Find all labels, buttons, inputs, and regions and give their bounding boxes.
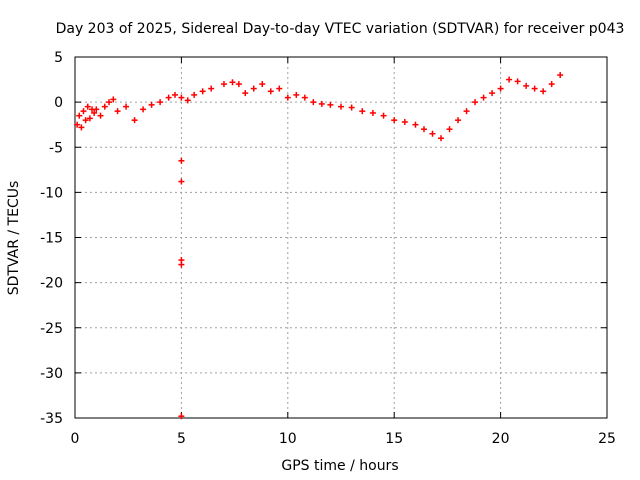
x-tick-label: 5 — [177, 431, 186, 447]
data-point — [178, 178, 185, 185]
data-point — [165, 94, 172, 101]
data-point — [429, 130, 436, 137]
data-point — [140, 106, 147, 113]
data-point — [472, 99, 479, 106]
x-tick-label: 0 — [71, 431, 80, 447]
x-tick-label: 25 — [598, 431, 616, 447]
data-point — [463, 108, 470, 115]
data-point — [348, 104, 355, 111]
data-point — [401, 118, 408, 125]
chart-title: Day 203 of 2025, Sidereal Day-to-day VTE… — [56, 21, 625, 37]
data-point — [184, 97, 191, 104]
data-point — [438, 135, 445, 142]
y-axis-label: SDTVAR / TECUs — [6, 181, 22, 296]
data-point — [110, 96, 117, 103]
data-series-sdtvar — [74, 72, 564, 420]
data-point — [250, 85, 257, 92]
data-point — [76, 112, 83, 119]
data-point — [267, 88, 274, 95]
data-point — [199, 88, 206, 95]
y-tick-label: 0 — [54, 95, 63, 111]
data-point — [131, 117, 138, 124]
data-point — [293, 91, 300, 98]
data-point — [318, 100, 325, 107]
y-axis-ticks: 5 0 -5 -10 -15 -20 -25 -30 -35 — [40, 50, 607, 427]
y-tick-label: -30 — [40, 366, 63, 382]
data-point — [178, 157, 185, 164]
y-tick-label: -25 — [40, 321, 63, 337]
data-point — [178, 261, 185, 268]
y-tick-label: -15 — [40, 231, 63, 247]
grid-lines — [75, 57, 607, 418]
data-point — [101, 103, 108, 110]
data-point — [123, 103, 130, 110]
data-point — [497, 85, 504, 92]
data-point — [97, 112, 104, 119]
data-point — [178, 94, 185, 101]
data-point — [229, 79, 236, 86]
y-tick-label: -10 — [40, 185, 63, 201]
data-point — [157, 99, 164, 106]
data-point — [359, 108, 366, 115]
x-tick-label: 10 — [279, 431, 297, 447]
x-axis-ticks: 0 5 10 15 20 25 — [71, 57, 616, 447]
data-point — [74, 121, 81, 128]
x-axis-label: GPS time / hours — [281, 458, 398, 474]
data-point — [220, 81, 227, 88]
data-point — [446, 126, 453, 133]
data-point — [327, 101, 334, 108]
data-point — [420, 126, 427, 133]
data-point — [506, 76, 513, 83]
data-point — [412, 121, 419, 128]
data-point — [540, 88, 547, 95]
data-point — [172, 91, 179, 98]
x-tick-label: 20 — [492, 431, 510, 447]
y-tick-label: -20 — [40, 276, 63, 292]
data-point — [380, 112, 387, 119]
data-point — [86, 115, 93, 122]
data-point — [78, 124, 85, 131]
data-point — [235, 81, 242, 88]
data-point — [208, 85, 215, 92]
data-point — [191, 91, 198, 98]
y-tick-label: -5 — [49, 140, 63, 156]
y-tick-label: 5 — [54, 50, 63, 66]
data-point — [548, 81, 555, 88]
data-point — [84, 103, 91, 110]
data-point — [114, 108, 121, 115]
data-point — [276, 85, 283, 92]
data-point — [557, 72, 564, 79]
x-tick-label: 15 — [385, 431, 403, 447]
data-point — [82, 117, 89, 124]
data-point — [391, 117, 398, 124]
data-point — [301, 94, 308, 101]
data-point — [91, 109, 98, 116]
data-point — [106, 99, 113, 106]
data-point — [531, 85, 538, 92]
data-point — [284, 94, 291, 101]
data-point — [369, 109, 376, 116]
data-point — [148, 101, 155, 108]
data-point — [310, 99, 317, 106]
data-point — [242, 90, 249, 97]
data-point — [455, 117, 462, 124]
y-tick-label: -35 — [40, 411, 63, 427]
data-point — [523, 82, 530, 89]
data-point — [259, 81, 266, 88]
data-point — [489, 90, 496, 97]
data-point — [80, 108, 87, 115]
data-point — [93, 106, 100, 113]
data-point — [178, 413, 185, 420]
data-point — [480, 94, 487, 101]
data-point — [338, 103, 344, 110]
data-point — [514, 78, 521, 85]
